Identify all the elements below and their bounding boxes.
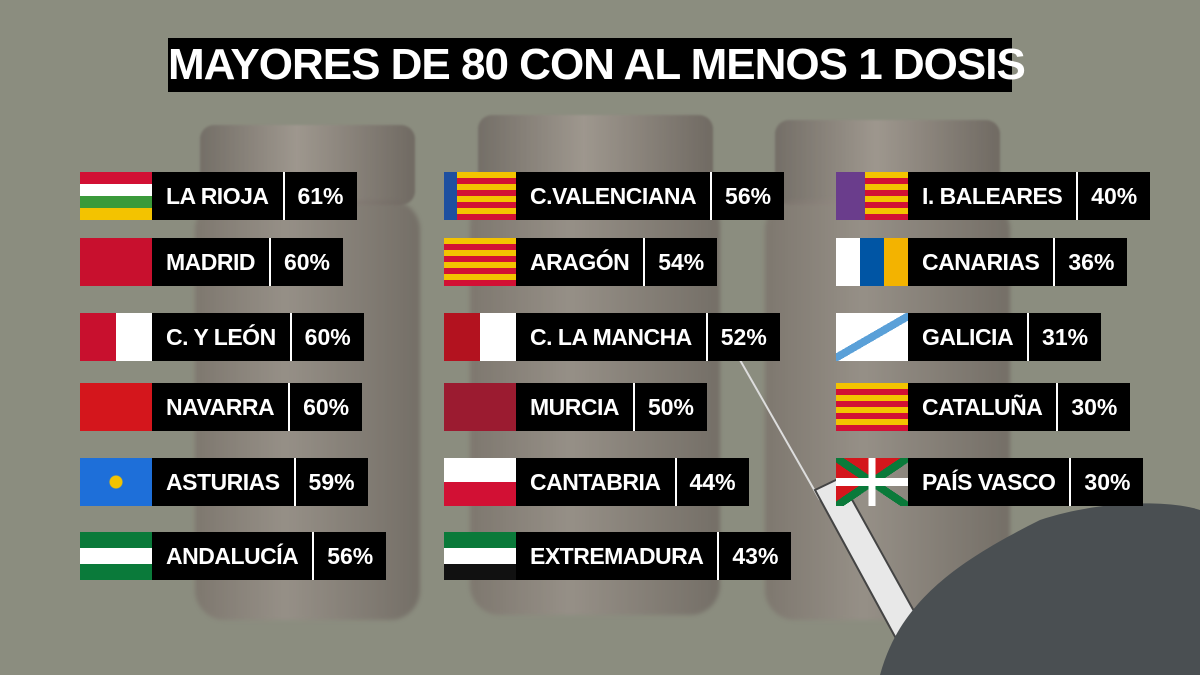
region-name: C.VALENCIANA [516, 172, 711, 220]
region-flag [80, 532, 152, 580]
region-percentage: 59% [293, 458, 368, 506]
region-row: PAÍS VASCO 30% [836, 458, 1144, 506]
region-flag [444, 313, 516, 361]
region-flag [80, 383, 152, 431]
region-flag [80, 313, 152, 361]
region-name: CANARIAS [908, 238, 1054, 286]
region-flag [80, 458, 152, 506]
region-row: ARAGÓN 54% [444, 238, 718, 286]
region-name: C. LA MANCHA [516, 313, 706, 361]
region-name: MURCIA [516, 383, 633, 431]
region-row: LA RIOJA 61% [80, 172, 357, 220]
region-row: EXTREMADURA 43% [444, 532, 792, 580]
region-flag [836, 172, 908, 220]
region-percentage: 40% [1076, 172, 1151, 220]
region-percentage: 43% [717, 532, 792, 580]
region-row: C.VALENCIANA 56% [444, 172, 785, 220]
region-name: NAVARRA [152, 383, 289, 431]
region-percentage: 52% [705, 313, 780, 361]
region-row: C. Y LEÓN 60% [80, 313, 364, 361]
region-row: MURCIA 50% [444, 383, 707, 431]
region-row: MADRID 60% [80, 238, 343, 286]
title: MAYORES DE 80 CON AL MENOS 1 DOSIS [168, 38, 1026, 92]
region-flag [836, 313, 908, 361]
region-percentage: 54% [643, 238, 718, 286]
region-name: PAÍS VASCO [908, 458, 1070, 506]
region-percentage: 56% [312, 532, 387, 580]
region-name: EXTREMADURA [516, 532, 718, 580]
region-name: ANDALUCÍA [152, 532, 313, 580]
region-percentage: 56% [710, 172, 785, 220]
region-percentage: 31% [1027, 313, 1102, 361]
region-percentage: 44% [674, 458, 749, 506]
region-flag [836, 238, 908, 286]
region-name: CANTABRIA [516, 458, 675, 506]
region-row: ASTURIAS 59% [80, 458, 368, 506]
region-percentage: 50% [633, 383, 707, 431]
region-flag [80, 238, 152, 286]
region-percentage: 36% [1053, 238, 1128, 286]
region-row: CANTABRIA 44% [444, 458, 749, 506]
region-percentage: 60% [269, 238, 343, 286]
region-name: ARAGÓN [516, 238, 644, 286]
region-percentage: 60% [289, 313, 364, 361]
region-row: NAVARRA 60% [80, 383, 363, 431]
region-row: ANDALUCÍA 56% [80, 532, 387, 580]
region-flag [836, 383, 908, 431]
region-flag [80, 172, 152, 220]
region-name: CATALUÑA [908, 383, 1057, 431]
region-name: GALICIA [908, 313, 1028, 361]
region-row: I. BALEARES 40% [836, 172, 1151, 220]
region-row: GALICIA 31% [836, 313, 1102, 361]
region-flag [836, 458, 908, 506]
region-name: ASTURIAS [152, 458, 294, 506]
region-percentage: 61% [282, 172, 357, 220]
region-row: CANARIAS 36% [836, 238, 1128, 286]
region-percentage: 60% [288, 383, 363, 431]
region-percentage: 30% [1056, 383, 1131, 431]
region-flag [444, 532, 516, 580]
region-flag [444, 238, 516, 286]
region-flag [444, 172, 516, 220]
region-percentage: 30% [1069, 458, 1144, 506]
region-flag [444, 383, 516, 431]
region-name: MADRID [152, 238, 269, 286]
region-row: C. LA MANCHA 52% [444, 313, 780, 361]
region-name: C. Y LEÓN [152, 313, 290, 361]
region-name: LA RIOJA [152, 172, 283, 220]
region-row: CATALUÑA 30% [836, 383, 1131, 431]
region-name: I. BALEARES [908, 172, 1077, 220]
region-flag [444, 458, 516, 506]
